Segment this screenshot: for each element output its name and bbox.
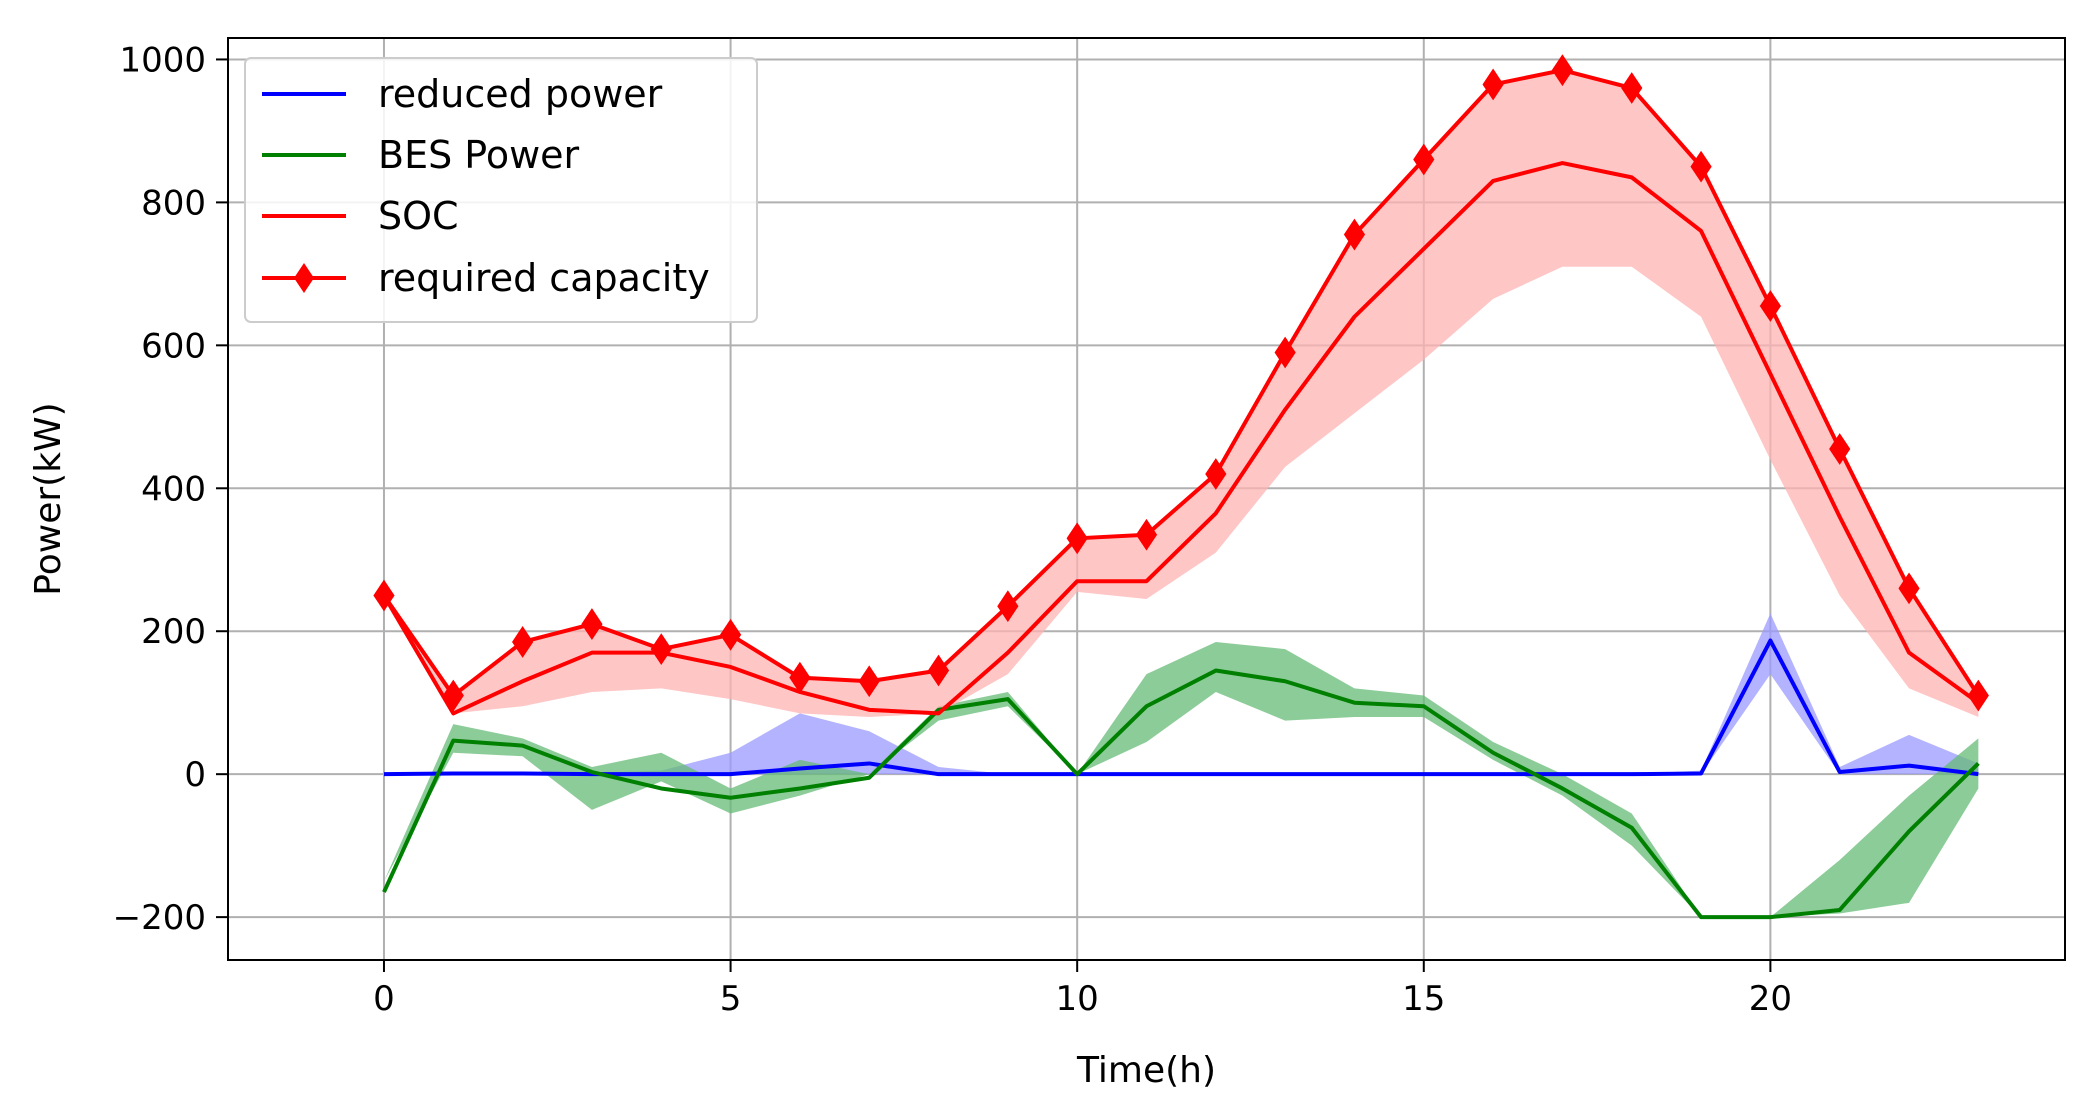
y-tick-label-800: 800	[141, 183, 206, 223]
band-soc	[383, 70, 1979, 717]
band-reduced-power	[383, 613, 1979, 775]
y-tick-label-0: 0	[184, 755, 206, 795]
x-tick-label-5: 5	[720, 979, 742, 1019]
x-tick-label-10: 10	[1056, 979, 1099, 1019]
legend-label-bes-power: BES Power	[378, 133, 580, 177]
marker-required-capacity-9	[997, 590, 1019, 623]
marker-required-capacity-7	[858, 665, 880, 698]
band-bes-power	[383, 641, 1979, 918]
marker-required-capacity-21	[1829, 433, 1851, 465]
marker-required-capacity-1	[442, 679, 464, 712]
legend-label-required-capacity: required capacity	[378, 256, 710, 300]
legend-label-reduced-power: reduced power	[378, 72, 663, 116]
marker-required-capacity-14	[1343, 218, 1366, 251]
marker-required-capacity-0	[373, 579, 395, 612]
marker-required-capacity-19	[1690, 150, 1712, 183]
marker-required-capacity-12	[1205, 458, 1227, 490]
marker-required-capacity-18	[1621, 72, 1643, 104]
axis-ticks: 0 5 10 15 20 −200 0 200 400 600 800 1000	[113, 40, 1792, 1019]
y-tick-label-400: 400	[141, 469, 206, 509]
y-axis-label: Power(kW)	[28, 402, 69, 595]
marker-required-capacity-5	[719, 618, 742, 651]
marker-required-capacity-23	[1967, 679, 1989, 712]
x-tick-label-15: 15	[1402, 979, 1445, 1019]
x-tick-label-0: 0	[373, 979, 395, 1019]
legend-marker-required-capacity	[294, 263, 314, 293]
series-line-soc	[382, 161, 1980, 716]
x-axis-label: Time(h)	[1076, 1050, 1216, 1091]
marker-required-capacity-4	[650, 633, 672, 665]
marker-required-capacity-10	[1066, 522, 1088, 555]
marker-required-capacity-3	[581, 608, 603, 640]
series-markers	[373, 54, 1989, 712]
y-tick-label-200: 200	[141, 612, 206, 652]
marker-required-capacity-6	[789, 661, 811, 694]
y-tick-label-1000: 1000	[119, 40, 206, 80]
marker-required-capacity-2	[512, 626, 534, 658]
marker-required-capacity-11	[1135, 518, 1158, 551]
legend-label-soc: SOC	[378, 194, 459, 238]
marker-required-capacity-13	[1274, 336, 1296, 369]
marker-required-capacity-16	[1482, 68, 1504, 101]
marker-required-capacity-15	[1413, 143, 1435, 176]
series-line-bes-power	[382, 668, 1980, 920]
y-tick-label-600: 600	[141, 326, 206, 366]
series-line-required-capacity	[382, 68, 1981, 698]
marker-required-capacity-22	[1898, 572, 1920, 605]
series-lines	[382, 68, 1981, 920]
series-line-reduced-power	[383, 638, 1979, 777]
confidence-bands	[383, 70, 1979, 918]
legend: reduced power BES Power SOC required cap…	[244, 57, 758, 323]
marker-required-capacity-20	[1759, 290, 1781, 322]
legend-box	[244, 57, 758, 323]
y-tick-label--200: −200	[113, 898, 206, 938]
plot-frame	[227, 37, 2066, 961]
marker-required-capacity-17	[1551, 54, 1574, 87]
x-tick-label-20: 20	[1749, 979, 1792, 1019]
marker-required-capacity-8	[927, 654, 950, 687]
